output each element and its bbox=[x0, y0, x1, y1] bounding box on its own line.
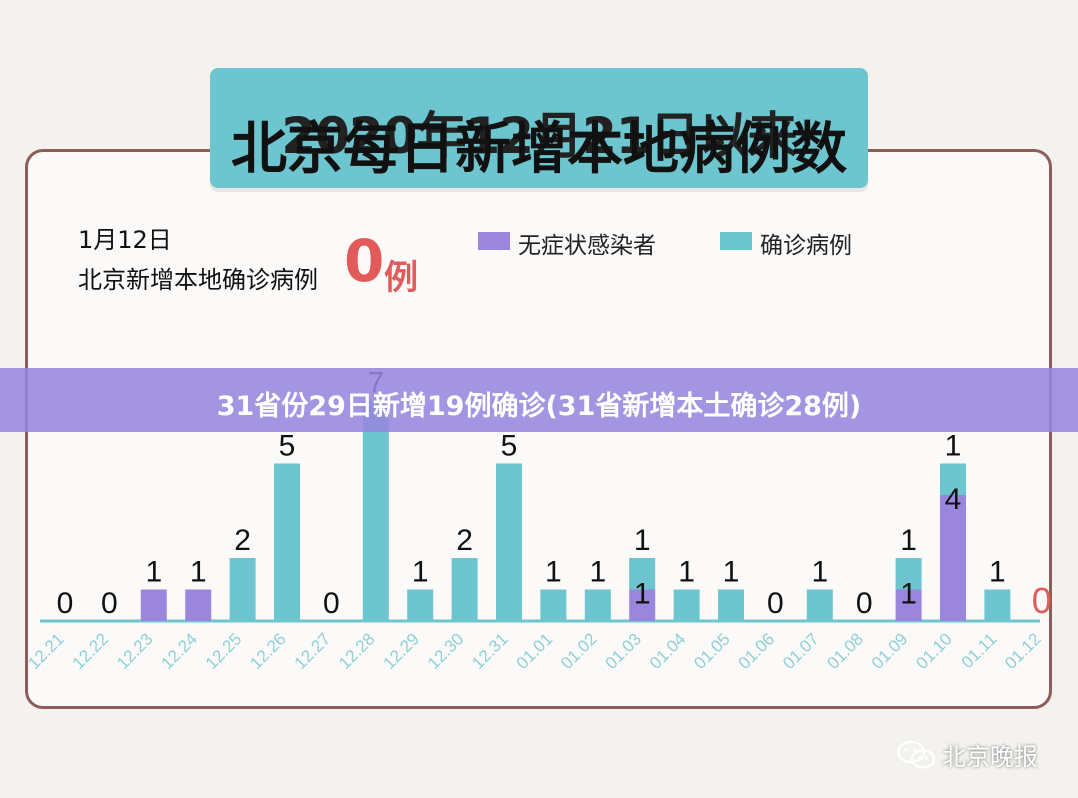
bar-confirmed-01.03 bbox=[629, 558, 656, 590]
legend-swatch-asymptomatic bbox=[478, 232, 510, 250]
bar-asymptomatic-01.03 bbox=[629, 589, 656, 621]
value-label-12.25: 2 bbox=[234, 524, 251, 557]
bar-confirmed-12.31 bbox=[496, 463, 522, 621]
x-tick-01.02: 01.02 bbox=[557, 629, 601, 673]
value-label-confirmed-01.10: 1 bbox=[945, 430, 962, 463]
x-tick-12.26: 12.26 bbox=[246, 629, 290, 673]
bar-asymptomatic-01.10 bbox=[940, 495, 966, 621]
x-tick-01.12: 01.12 bbox=[1001, 629, 1045, 673]
banner-text: 31省份29日新增19例确诊(31省新增本土确诊28例) bbox=[216, 391, 862, 422]
x-tick-01.11: 01.11 bbox=[958, 629, 1001, 672]
legend-label-confirmed: 确诊病例 bbox=[760, 233, 852, 259]
bar-confirmed-01.10 bbox=[940, 463, 966, 495]
value-label-12.24: 1 bbox=[190, 556, 207, 589]
x-tick-12.21: 12.21 bbox=[24, 629, 68, 673]
watermark: 北京晚报 bbox=[896, 737, 1038, 772]
value-label-12.23: 1 bbox=[145, 556, 162, 589]
value-label-12.22: 0 bbox=[101, 587, 118, 620]
bar-confirmed-01.05 bbox=[718, 589, 744, 621]
value-label-01.08: 0 bbox=[856, 587, 873, 620]
x-tick-12.22: 12.22 bbox=[69, 629, 113, 673]
value-label-01.12: 0 bbox=[1032, 580, 1052, 621]
summary-date: 1月12日 bbox=[78, 226, 172, 254]
value-label-12.26: 5 bbox=[279, 430, 296, 463]
bar-confirmed-01.07 bbox=[806, 589, 833, 621]
bar-confirmed-12.29 bbox=[407, 589, 434, 621]
bar-confirmed-12.26 bbox=[274, 463, 300, 621]
x-tick-01.03: 01.03 bbox=[602, 629, 646, 673]
x-tick-01.10: 01.10 bbox=[912, 629, 956, 673]
value-label-asymptomatic-01.03: 1 bbox=[634, 578, 651, 611]
value-label-12.21: 0 bbox=[57, 587, 74, 620]
x-tick-12.30: 12.30 bbox=[424, 629, 468, 673]
x-tick-01.07: 01.07 bbox=[779, 629, 823, 673]
value-label-12.27: 0 bbox=[323, 587, 340, 620]
value-label-01.05: 1 bbox=[723, 556, 740, 589]
x-tick-12.24: 12.24 bbox=[158, 629, 202, 673]
bar-confirmed-01.11 bbox=[984, 589, 1011, 621]
bar-confirmed-01.01 bbox=[540, 589, 567, 621]
x-tick-01.06: 01.06 bbox=[735, 629, 779, 673]
value-label-01.01: 1 bbox=[545, 556, 562, 589]
news-banner[interactable]: 31省份29日新增19例确诊(31省新增本土确诊28例) bbox=[0, 368, 1078, 432]
x-tick-01.01: 01.01 bbox=[513, 629, 557, 673]
value-label-confirmed-01.03: 1 bbox=[634, 524, 651, 557]
summary-label: 北京新增本地确诊病例 bbox=[78, 266, 318, 294]
summary-unit: 例 bbox=[384, 258, 418, 298]
value-label-asymptomatic-01.09: 1 bbox=[900, 578, 917, 611]
bar-confirmed-01.09 bbox=[895, 558, 922, 590]
x-tick-12.29: 12.29 bbox=[380, 629, 424, 673]
x-tick-01.05: 01.05 bbox=[690, 629, 734, 673]
title-line1: 2020年12月21日以来 bbox=[281, 107, 797, 165]
x-tick-12.28: 12.28 bbox=[335, 629, 379, 673]
x-tick-12.31: 12.31 bbox=[468, 629, 512, 673]
bar-confirmed-12.25 bbox=[229, 558, 256, 621]
summary-value: 0 bbox=[344, 227, 385, 295]
x-tick-12.27: 12.27 bbox=[291, 629, 335, 673]
watermark-text: 北京晚报 bbox=[942, 743, 1038, 771]
x-tick-01.09: 01.09 bbox=[868, 629, 912, 673]
value-label-12.31: 5 bbox=[501, 430, 518, 463]
value-label-asymptomatic-01.10: 4 bbox=[945, 483, 962, 516]
wechat-icon bbox=[896, 740, 936, 769]
value-label-12.29: 1 bbox=[412, 556, 429, 589]
value-label-confirmed-01.09: 1 bbox=[900, 524, 917, 557]
bar-confirmed-01.02 bbox=[584, 589, 611, 621]
x-tick-12.23: 12.23 bbox=[113, 629, 157, 673]
value-label-12.30: 2 bbox=[456, 524, 473, 557]
bar-confirmed-01.04 bbox=[673, 589, 700, 621]
value-label-01.02: 1 bbox=[589, 556, 606, 589]
bar-asymptomatic-01.09 bbox=[895, 589, 922, 621]
value-label-01.11: 1 bbox=[989, 556, 1006, 589]
x-tick-01.08: 01.08 bbox=[824, 629, 868, 673]
bar-confirmed-12.28 bbox=[362, 400, 389, 621]
bar-confirmed-12.30 bbox=[451, 558, 478, 621]
value-label-01.06: 0 bbox=[767, 587, 784, 620]
bar-asymptomatic-12.23 bbox=[140, 589, 167, 621]
title-line2: 北京每日新增本地病例数 bbox=[231, 117, 847, 182]
bar-asymptomatic-12.24 bbox=[185, 589, 212, 621]
value-label-01.04: 1 bbox=[678, 556, 695, 589]
value-label-01.07: 1 bbox=[811, 556, 828, 589]
legend-label-asymptomatic: 无症状感染者 bbox=[518, 233, 656, 259]
title-box: 2020年12月21日以来 bbox=[210, 68, 868, 188]
x-tick-12.25: 12.25 bbox=[202, 629, 246, 673]
legend-swatch-confirmed bbox=[720, 232, 752, 250]
x-tick-01.04: 01.04 bbox=[646, 629, 690, 673]
